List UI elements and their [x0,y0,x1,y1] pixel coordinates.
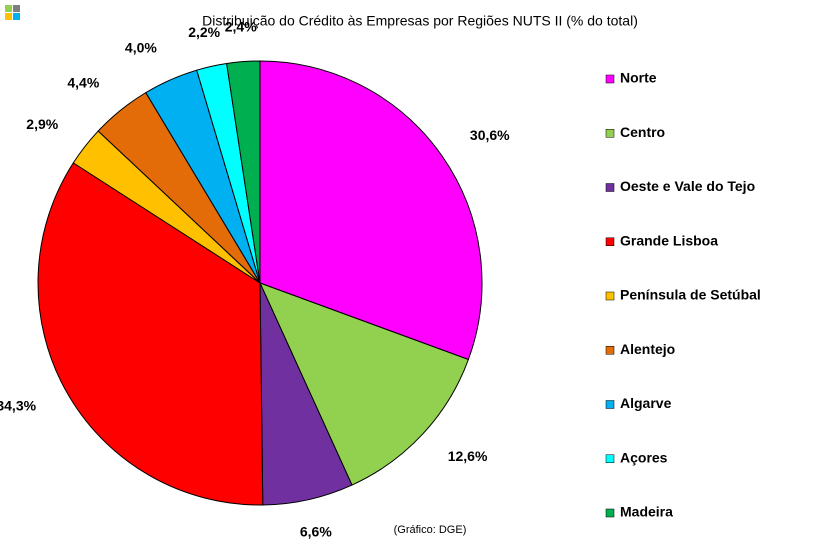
legend-label: Grande Lisboa [620,232,718,248]
legend-swatch [605,183,615,192]
legend-swatch [605,237,615,246]
legend-label: Centro [620,124,665,140]
legend-swatch [605,400,615,409]
legend-swatch [605,346,615,355]
pie-slice [226,60,261,284]
legend-label: Madeira [620,504,673,520]
source-note: (Gráfico: DGE) [394,524,467,536]
logo [5,5,20,20]
legend-swatch [605,291,615,301]
data-label: 34,3% [0,398,37,414]
data-label: 2,2% [188,24,220,40]
legend-swatch [605,508,615,518]
legend-label: Oeste e Vale do Tejo [620,178,755,194]
chart-title: Distribuição do Crédito às Empresas por … [202,13,638,29]
legend-swatch [605,454,615,463]
data-label: 2,4% [225,18,257,34]
data-label: 30,6% [470,127,510,143]
legend-label: Norte [620,70,657,86]
legend-label: Açores [620,449,668,465]
legend-label: Península de Setúbal [620,287,761,303]
pie-slice [259,282,470,486]
pie-slice [259,60,483,361]
legend-swatch [605,74,615,84]
data-label: 4,0% [125,39,157,55]
data-label: 6,6% [300,524,332,540]
data-label: 12,6% [448,448,488,464]
legend-swatch [605,129,615,138]
data-label: 2,9% [26,116,58,132]
legend-label: Algarve [620,395,672,411]
data-label: 4,4% [67,74,99,90]
legend-label: Alentejo [620,341,675,357]
pie-slice [37,162,264,506]
